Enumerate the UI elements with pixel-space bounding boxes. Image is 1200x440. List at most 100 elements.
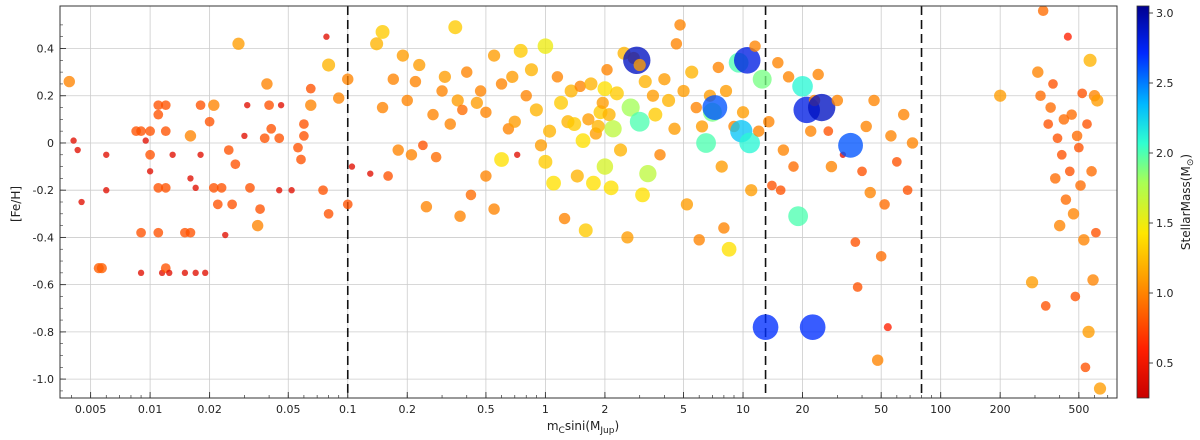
data-point [639,165,657,183]
data-point [805,125,817,137]
data-point [1066,109,1077,120]
data-point [752,125,765,137]
data-point [264,100,274,111]
data-point [430,151,442,163]
data-point [438,70,451,83]
data-point [480,170,492,182]
data-point [470,96,483,109]
data-point [646,89,660,102]
data-point [277,102,285,109]
data-point [454,210,466,222]
data-point [719,84,733,98]
data-point [145,149,155,160]
data-point [680,198,694,211]
data-point [1083,53,1097,67]
data-point [752,69,772,89]
data-point [160,100,171,111]
colorbar-tick-label: 0.5 [1156,357,1174,370]
x-tick-label: 10 [736,403,750,416]
data-point [739,132,760,154]
colorbar-tick-label: 1.0 [1156,287,1174,300]
x-tick-label: 0.1 [339,403,357,416]
data-point [192,184,199,192]
data-point [322,58,336,72]
data-point [575,133,591,148]
data-point [1032,66,1044,78]
data-point [488,203,500,215]
colorbar-label: StellarMass(M⊙) [1179,154,1196,250]
data-point [633,58,646,72]
data-point [1091,94,1104,107]
data-point [596,96,609,109]
data-point [223,145,234,155]
data-point [906,137,919,149]
data-point [276,187,283,194]
data-point [1093,382,1107,395]
data-point [1052,133,1063,144]
data-point [1053,219,1066,232]
data-point [670,38,683,50]
data-point [718,222,730,234]
data-point [629,111,650,132]
data-point [375,25,390,39]
x-tick-label: 2 [601,403,608,416]
data-point [1067,208,1080,220]
data-point [564,84,578,98]
data-point [712,61,725,74]
y-tick-label: 0 [47,137,54,150]
data-point [792,75,813,97]
data-point [192,269,199,277]
data-point [136,126,146,137]
x-tick-label: 20 [796,403,810,416]
data-point [508,115,521,128]
x-tick-label: 0.02 [197,403,222,416]
data-point [524,63,538,77]
x-tick-label: 1 [542,403,549,416]
data-point [1060,194,1072,205]
data-point [1080,362,1091,373]
data-point [551,71,564,83]
data-point [864,186,876,199]
data-point [775,185,786,196]
y-tick-label: -0.6 [33,279,54,292]
data-point [1091,227,1101,238]
data-point [202,269,209,277]
data-point [538,154,553,169]
data-point [184,130,197,142]
data-point [1037,5,1049,17]
colorbar [1136,5,1150,399]
data-point [160,126,171,137]
data-point [621,98,640,117]
data-point [230,159,241,170]
data-point [1048,79,1058,89]
y-tick-label: -0.2 [33,184,54,197]
data-point [103,187,110,194]
data-point [153,100,164,111]
data-point [574,80,586,92]
data-point [601,64,613,76]
data-point [409,75,422,88]
data-point [808,93,836,122]
data-point [1070,291,1081,302]
data-point [187,175,194,182]
data-point [1056,149,1067,160]
data-point [436,85,448,97]
data-point [621,231,634,244]
data-point [1077,88,1088,99]
data-point [685,65,699,79]
y-tick-label: -0.8 [33,326,54,339]
data-point [885,130,897,142]
data-point [420,201,433,213]
x-tick-label: 50 [874,403,888,416]
data-point [752,314,779,340]
data-point [392,144,404,156]
data-point [614,143,628,157]
data-point [763,116,775,128]
data-point [1071,130,1083,142]
data-point [74,146,81,154]
y-axis-ticks: 0.4 0.2 0 -0.2 -0.4 -0.6 -0.8 -1.0 [33,24,66,392]
data-point [212,199,223,210]
data-point [891,156,902,167]
data-point [638,75,652,89]
data-point [693,234,705,246]
